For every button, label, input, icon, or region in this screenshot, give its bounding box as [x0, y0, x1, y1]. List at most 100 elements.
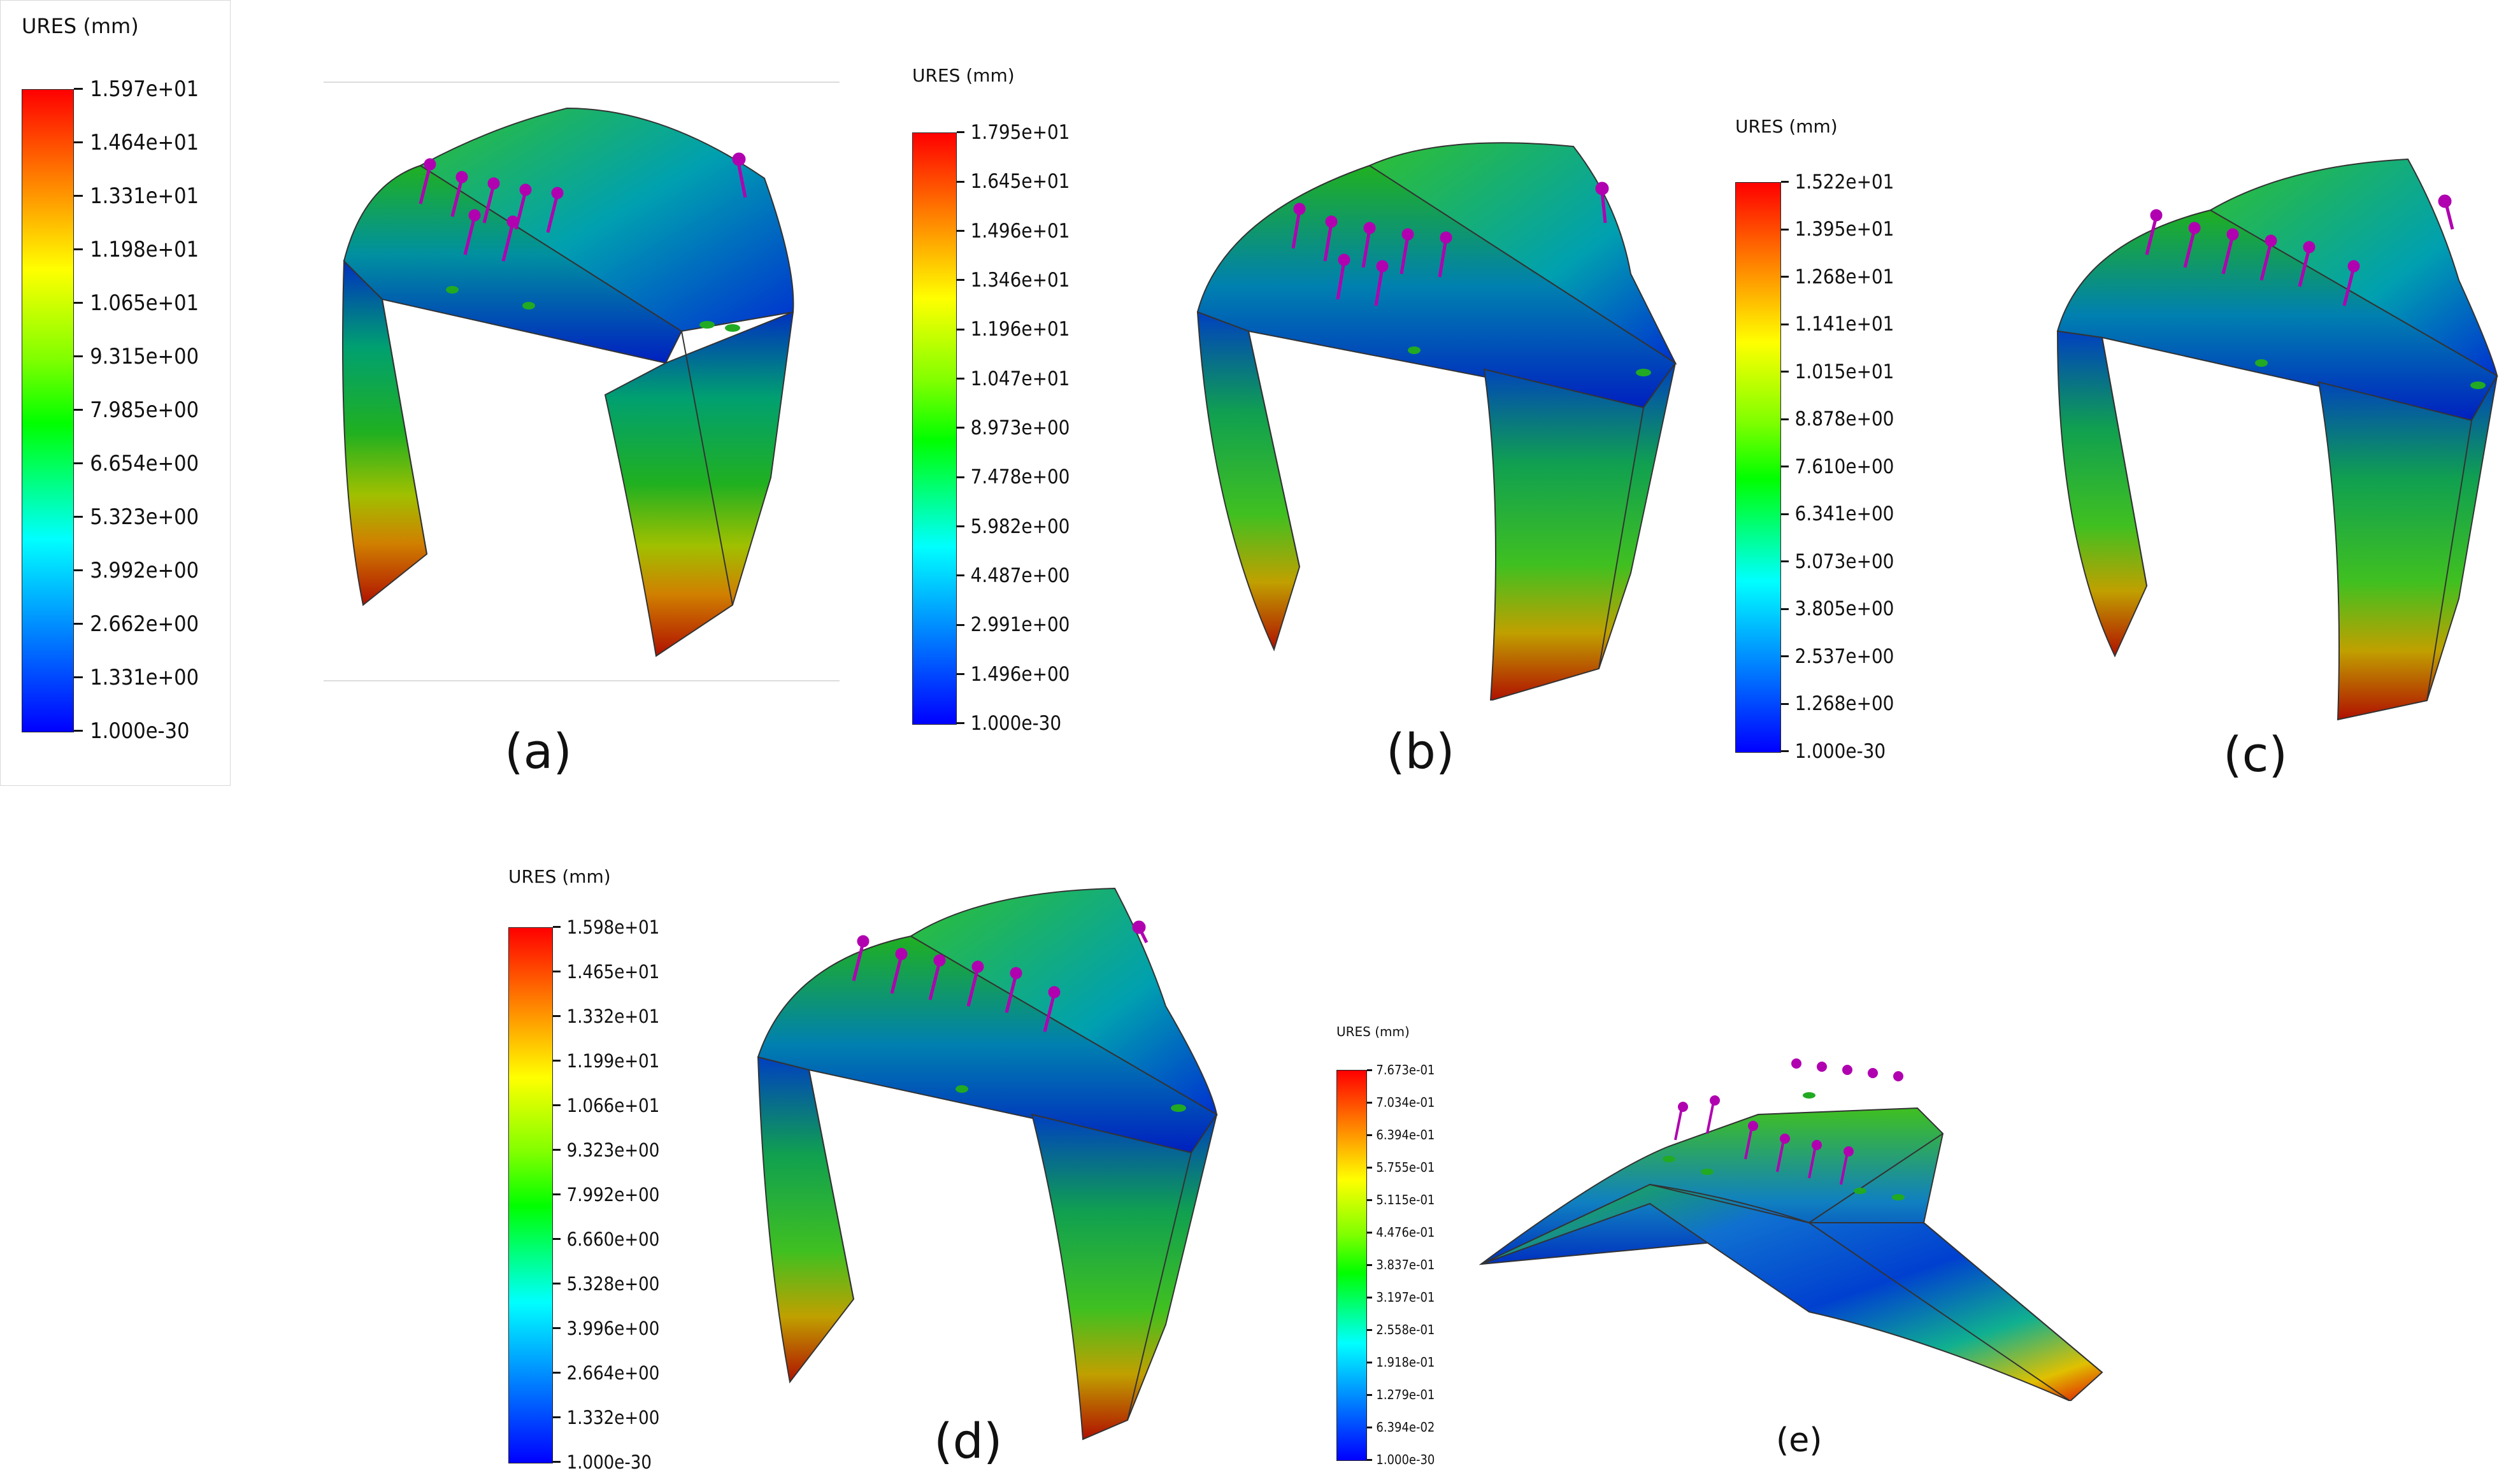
- color-bar-a: [22, 89, 74, 732]
- legend-tick: 3.992e+00: [74, 558, 199, 584]
- deformed-model-b: [1185, 127, 1694, 701]
- legend-tick: 2.537e+00: [1781, 644, 1894, 668]
- legend-tick-mark: [74, 623, 83, 625]
- legend-tick: 1.522e+01: [1781, 170, 1894, 194]
- legend-tick-label: 4.476e-01: [1376, 1225, 1435, 1240]
- legend-tick: 1.332e+00: [553, 1407, 659, 1429]
- legend-tick: 1.000e-30: [553, 1451, 652, 1473]
- legend-tick: 5.328e+00: [553, 1273, 659, 1295]
- legend-tick-label: 2.662e+00: [90, 611, 199, 637]
- legend-tick: 5.982e+00: [957, 515, 1070, 538]
- legend-tick-label: 7.034e-01: [1376, 1095, 1435, 1110]
- legend-tick-label: 5.073e+00: [1794, 550, 1894, 573]
- legend-tick-label: 1.795e+01: [970, 120, 1070, 144]
- legend-tick-mark: [1781, 608, 1789, 610]
- legend-tick: 4.476e-01: [1367, 1225, 1435, 1240]
- legend-tick: 1.047e+01: [957, 367, 1070, 390]
- legend-tick: 5.073e+00: [1781, 550, 1894, 573]
- legend-tick-mark: [74, 676, 83, 679]
- legend-tick-mark: [1781, 181, 1789, 183]
- legend-tick-mark: [1367, 1393, 1372, 1396]
- legend-tick-mark: [957, 427, 964, 429]
- legend-tick-label: 1.065e+01: [90, 290, 199, 316]
- legend-tick: 1.000e-30: [1781, 739, 1886, 763]
- legend-tick: 1.196e+01: [957, 318, 1070, 341]
- legend-title-b: URES (mm): [912, 65, 1015, 86]
- legend-tick: 6.341e+00: [1781, 502, 1894, 526]
- legend-tick-label: 6.394e-02: [1376, 1420, 1435, 1435]
- legend-e: URES (mm) 7.673e-01 7.034e-01 6.394e-01 5.7…: [1331, 1019, 1471, 1467]
- legend-tick-mark: [1781, 466, 1789, 468]
- legend-tick-label: 5.755e-01: [1376, 1160, 1435, 1175]
- legend-tick-mark: [1367, 1199, 1372, 1201]
- legend-tick: 2.991e+00: [957, 613, 1070, 637]
- legend-tick-mark: [957, 623, 964, 626]
- legend-tick-mark: [1781, 276, 1789, 278]
- legend-tick-mark: [1781, 655, 1789, 658]
- legend-tick-mark: [1367, 1166, 1372, 1169]
- legend-tick-mark: [553, 926, 561, 929]
- legend-tick-mark: [74, 195, 83, 197]
- legend-tick-mark: [553, 1372, 561, 1374]
- legend-tick-label: 3.996e+00: [566, 1317, 660, 1339]
- legend-tick-mark: [957, 574, 964, 577]
- legend-tick: 1.496e+00: [957, 662, 1070, 686]
- legend-tick-label: 8.878e+00: [1794, 408, 1894, 431]
- legend-tick-label: 1.000e-30: [1376, 1452, 1435, 1467]
- legend-tick-mark: [74, 141, 83, 144]
- legend-tick: 6.660e+00: [553, 1228, 659, 1251]
- deformed-model-e: [1478, 1044, 2108, 1401]
- legend-tick: 7.985e+00: [74, 397, 199, 423]
- legend-tick-label: 1.598e+01: [566, 916, 660, 938]
- legend-tick-mark: [74, 569, 83, 572]
- legend-tick: 6.394e-02: [1367, 1420, 1435, 1435]
- legend-tick-label: 5.982e+00: [970, 515, 1070, 538]
- legend-tick-label: 4.487e+00: [970, 564, 1070, 587]
- legend-tick-mark: [1367, 1101, 1372, 1104]
- legend-title-d: URES (mm): [508, 866, 611, 887]
- legend-tick: 1.279e-01: [1367, 1387, 1435, 1402]
- legend-tick-label: 3.805e+00: [1794, 597, 1894, 621]
- legend-tick-label: 1.000e-30: [1794, 739, 1886, 763]
- legend-tick-mark: [957, 378, 964, 380]
- color-bar-d: [508, 927, 553, 1463]
- legend-tick-label: 1.268e+00: [1794, 692, 1894, 716]
- legend-tick-label: 1.522e+01: [1794, 170, 1894, 194]
- legend-tick: 9.315e+00: [74, 344, 199, 370]
- legend-tick: 3.805e+00: [1781, 597, 1894, 621]
- legend-tick-mark: [553, 1461, 561, 1463]
- legend-tick-label: 9.315e+00: [90, 343, 199, 369]
- legend-tick-mark: [74, 355, 83, 358]
- legend-tick-label: 6.341e+00: [1794, 502, 1894, 526]
- legend-tick: 7.478e+00: [957, 466, 1070, 489]
- legend-tick-mark: [1781, 702, 1789, 705]
- legend-tick-mark: [957, 131, 964, 134]
- legend-tick-label: 7.610e+00: [1794, 455, 1894, 478]
- legend-tick-mark: [74, 88, 83, 90]
- legend-tick: 1.332e+01: [553, 1006, 659, 1028]
- legend-b: URES (mm) 1.795e+01 1.645e+01 1.496e+01 1.3…: [905, 57, 1096, 735]
- legend-tick-mark: [957, 279, 964, 281]
- legend-tick-mark: [74, 302, 83, 304]
- legend-tick: 1.000e-30: [957, 711, 1061, 735]
- legend-tick-mark: [1781, 750, 1789, 753]
- view-frame-top-a: [324, 82, 840, 83]
- legend-tick-mark: [957, 673, 964, 676]
- legend-tick-label: 2.558e-01: [1376, 1322, 1435, 1337]
- legend-tick-label: 1.000e-30: [90, 718, 190, 744]
- legend-tick-mark: [1367, 1328, 1372, 1331]
- legend-tick-mark: [553, 1283, 561, 1285]
- legend-tick-label: 1.199e+01: [566, 1050, 660, 1072]
- caption-c: (c): [2223, 726, 2288, 783]
- legend-tick-label: 1.279e-01: [1376, 1387, 1435, 1402]
- legend-tick-mark: [1367, 1069, 1372, 1071]
- legend-tick-label: 1.332e+01: [566, 1005, 660, 1027]
- legend-tick-mark: [553, 1327, 561, 1330]
- legend-tick-mark: [1781, 371, 1789, 373]
- legend-tick: 1.000e-30: [1367, 1452, 1435, 1467]
- legend-tick-label: 1.047e+01: [970, 367, 1070, 390]
- legend-a: URES (mm) 1.597e+01 1.464e+01 1.331e+01 1.1…: [0, 0, 229, 785]
- legend-tick-label: 1.066e+01: [566, 1094, 660, 1116]
- legend-tick-mark: [957, 476, 964, 478]
- legend-tick: 1.199e+01: [553, 1050, 659, 1072]
